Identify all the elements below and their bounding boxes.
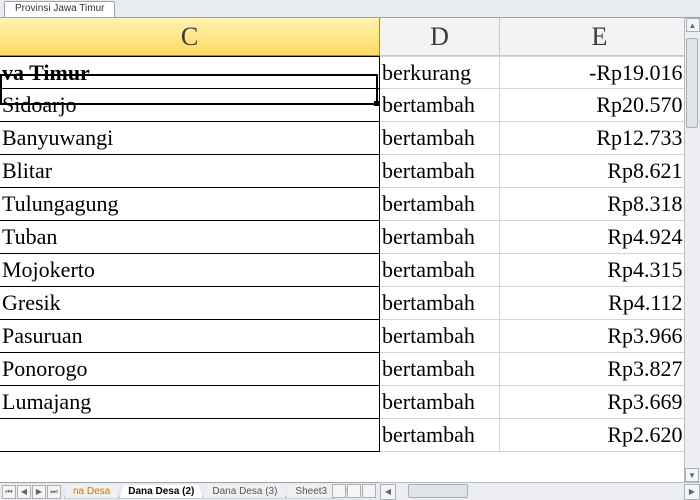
table-row: bertambahRp2.620.2 [0, 419, 700, 452]
hscroll-track[interactable] [396, 484, 684, 500]
horizontal-scrollbar[interactable]: ◀ ▶ [380, 482, 700, 500]
sheet-nav-last-icon[interactable]: ⏭ [47, 485, 61, 499]
cell-e[interactable]: Rp4.112.7 [500, 287, 700, 320]
cell-e[interactable]: Rp8.318.9 [500, 188, 700, 221]
workbook-tab-bar: Provinsi Jawa Timur [0, 0, 700, 18]
sheet-tab[interactable]: na Desa [64, 485, 119, 499]
cell-e[interactable]: Rp4.924.2 [500, 221, 700, 254]
column-header-d[interactable]: D [380, 18, 500, 56]
cell-c[interactable]: va Timur [0, 56, 380, 89]
cell-d[interactable]: bertambah [380, 287, 500, 320]
sheet-tab[interactable]: Sheet3 [286, 485, 336, 499]
cell-d[interactable]: bertambah [380, 254, 500, 287]
workbook-tab[interactable]: Provinsi Jawa Timur [4, 1, 115, 17]
rows-container: va Timurberkurang-Rp19.016.6Sidoarjobert… [0, 56, 700, 452]
cell-c[interactable]: Lumajang [0, 386, 380, 419]
cell-d[interactable]: berkurang [380, 56, 500, 89]
column-headers: C D E [0, 18, 700, 56]
vscroll-track[interactable] [685, 34, 700, 466]
table-row: GresikbertambahRp4.112.7 [0, 287, 700, 320]
sheet-tab[interactable]: Dana Desa (2) [119, 485, 203, 499]
table-row: LumajangbertambahRp3.669.9 [0, 386, 700, 419]
table-row: va Timurberkurang-Rp19.016.6 [0, 56, 700, 89]
column-header-c[interactable]: C [0, 18, 380, 56]
cell-c[interactable]: Gresik [0, 287, 380, 320]
cell-e[interactable]: Rp3.966.1 [500, 320, 700, 353]
sheet-nav: ⏮ ◀ ▶ ⏭ [2, 485, 62, 499]
scroll-left-button[interactable]: ◀ [380, 484, 396, 500]
cell-e[interactable]: Rp20.570.6 [500, 89, 700, 122]
table-row: TulungagungbertambahRp8.318.9 [0, 188, 700, 221]
cell-e[interactable]: Rp8.621.7 [500, 155, 700, 188]
cell-d[interactable]: bertambah [380, 419, 500, 452]
cell-c[interactable]: Banyuwangi [0, 122, 380, 155]
scroll-up-button[interactable]: ▲ [686, 18, 700, 32]
table-row: TubanbertambahRp4.924.2 [0, 221, 700, 254]
table-row: BlitarbertambahRp8.621.7 [0, 155, 700, 188]
cell-d[interactable]: bertambah [380, 89, 500, 122]
cell-d[interactable]: bertambah [380, 221, 500, 254]
cell-e[interactable]: -Rp19.016.6 [500, 56, 700, 89]
table-row: BanyuwangibertambahRp12.733.9 [0, 122, 700, 155]
table-row: SidoarjobertambahRp20.570.6 [0, 89, 700, 122]
column-header-e[interactable]: E [500, 18, 700, 56]
cell-c[interactable]: Tuban [0, 221, 380, 254]
sheet-tab[interactable]: Dana Desa (3) [203, 485, 286, 499]
cell-d[interactable]: bertambah [380, 155, 500, 188]
cell-e[interactable]: Rp2.620.2 [500, 419, 700, 452]
cell-c[interactable]: Mojokerto [0, 254, 380, 287]
cell-e[interactable]: Rp12.733.9 [500, 122, 700, 155]
cell-c[interactable]: Blitar [0, 155, 380, 188]
view-mode-icons [332, 483, 376, 499]
cell-c[interactable]: Sidoarjo [0, 89, 380, 122]
scroll-down-button[interactable]: ▼ [685, 468, 699, 482]
scroll-right-button[interactable]: ▶ [684, 484, 700, 500]
cell-d[interactable]: bertambah [380, 386, 500, 419]
table-row: MojokertobertambahRp4.315.2 [0, 254, 700, 287]
table-row: PonorogobertambahRp3.827.1 [0, 353, 700, 386]
cell-e[interactable]: Rp3.827.1 [500, 353, 700, 386]
cell-c[interactable]: Tulungagung [0, 188, 380, 221]
view-pagelayout-icon[interactable] [347, 484, 361, 498]
sheet-nav-first-icon[interactable]: ⏮ [2, 485, 16, 499]
cell-d[interactable]: bertambah [380, 353, 500, 386]
cell-c[interactable]: Ponorogo [0, 353, 380, 386]
vertical-scrollbar[interactable]: ▲ ▼ [684, 18, 700, 482]
cell-d[interactable]: bertambah [380, 188, 500, 221]
sheet-nav-next-icon[interactable]: ▶ [32, 485, 46, 499]
cell-c[interactable] [0, 419, 380, 452]
spreadsheet-grid: C D E va Timurberkurang-Rp19.016.6Sidoar… [0, 18, 700, 452]
vscroll-thumb[interactable] [686, 38, 698, 128]
table-row: PasuruanbertambahRp3.966.1 [0, 320, 700, 353]
cell-e[interactable]: Rp3.669.9 [500, 386, 700, 419]
view-normal-icon[interactable] [332, 484, 346, 498]
cell-d[interactable]: bertambah [380, 122, 500, 155]
sheet-tabs-holder: na DesaDana Desa (2)Dana Desa (3)Sheet3 [64, 485, 336, 499]
cell-d[interactable]: bertambah [380, 320, 500, 353]
view-pagebreak-icon[interactable] [362, 484, 376, 498]
cell-c[interactable]: Pasuruan [0, 320, 380, 353]
cell-e[interactable]: Rp4.315.2 [500, 254, 700, 287]
sheet-nav-prev-icon[interactable]: ◀ [17, 485, 31, 499]
hscroll-thumb[interactable] [408, 484, 468, 498]
